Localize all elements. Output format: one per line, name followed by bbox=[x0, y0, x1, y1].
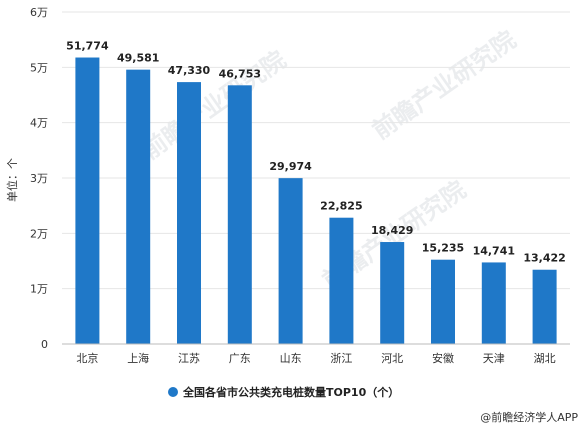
data-label: 46,753 bbox=[219, 67, 261, 80]
legend: 全国各省市公共类充电桩数量TOP10（个） bbox=[168, 385, 399, 399]
y-axis-label: 单位：个 bbox=[5, 158, 19, 202]
bar bbox=[126, 69, 151, 345]
data-label: 47,330 bbox=[168, 64, 211, 77]
bar bbox=[532, 269, 557, 344]
data-label: 13,422 bbox=[523, 252, 565, 265]
watermark-text: 前瞻产业研究院 bbox=[367, 26, 521, 145]
y-tick-label: 0 bbox=[41, 338, 48, 351]
x-tick-label: 广东 bbox=[229, 352, 251, 365]
x-axis-ticks: 北京 上海 江苏 广东 山东 浙江 河北 安徽 天津 湖北 bbox=[76, 351, 555, 365]
bar bbox=[278, 178, 303, 344]
watermark-text: 前瞻产业研究院 bbox=[137, 46, 291, 165]
bar bbox=[75, 57, 100, 344]
bars bbox=[75, 57, 557, 345]
bar bbox=[431, 259, 455, 344]
data-label: 29,974 bbox=[269, 160, 312, 173]
bar bbox=[329, 217, 354, 344]
data-label: 18,429 bbox=[371, 224, 413, 237]
x-tick-label: 北京 bbox=[76, 351, 98, 365]
bar bbox=[481, 262, 506, 344]
y-tick-label: 5万 bbox=[30, 61, 48, 74]
y-tick-label: 6万 bbox=[30, 6, 48, 19]
y-tick-label: 3万 bbox=[30, 172, 48, 185]
data-label: 22,825 bbox=[320, 200, 362, 213]
data-label: 51,774 bbox=[66, 40, 109, 53]
data-labels: 51,774 49,581 47,330 46,753 29,974 22,825 18,4… bbox=[66, 40, 566, 265]
data-label: 15,235 bbox=[422, 242, 464, 255]
x-tick-label: 安徽 bbox=[432, 351, 454, 365]
x-tick-label: 浙江 bbox=[330, 352, 352, 365]
legend-label: 全国各省市公共类充电桩数量TOP10（个） bbox=[182, 385, 399, 399]
x-tick-label: 湖北 bbox=[534, 352, 556, 365]
bar bbox=[380, 242, 405, 344]
x-tick-label: 山东 bbox=[280, 352, 302, 365]
source-credit: @前瞻经济学人APP bbox=[480, 410, 578, 424]
bar bbox=[227, 85, 252, 345]
x-tick-label: 江苏 bbox=[178, 352, 200, 365]
y-axis-ticks: 0 1万 2万 3万 4万 5万 6万 bbox=[30, 6, 48, 351]
data-label: 14,741 bbox=[473, 244, 515, 257]
data-label: 49,581 bbox=[117, 52, 159, 65]
x-tick-label: 河北 bbox=[381, 352, 403, 365]
y-tick-label: 4万 bbox=[30, 117, 48, 130]
y-tick-label: 1万 bbox=[30, 283, 48, 296]
y-tick-label: 2万 bbox=[30, 227, 48, 240]
bar bbox=[177, 82, 201, 344]
x-tick-label: 天津 bbox=[483, 352, 505, 365]
x-tick-label: 上海 bbox=[127, 351, 149, 365]
legend-marker bbox=[168, 387, 178, 397]
